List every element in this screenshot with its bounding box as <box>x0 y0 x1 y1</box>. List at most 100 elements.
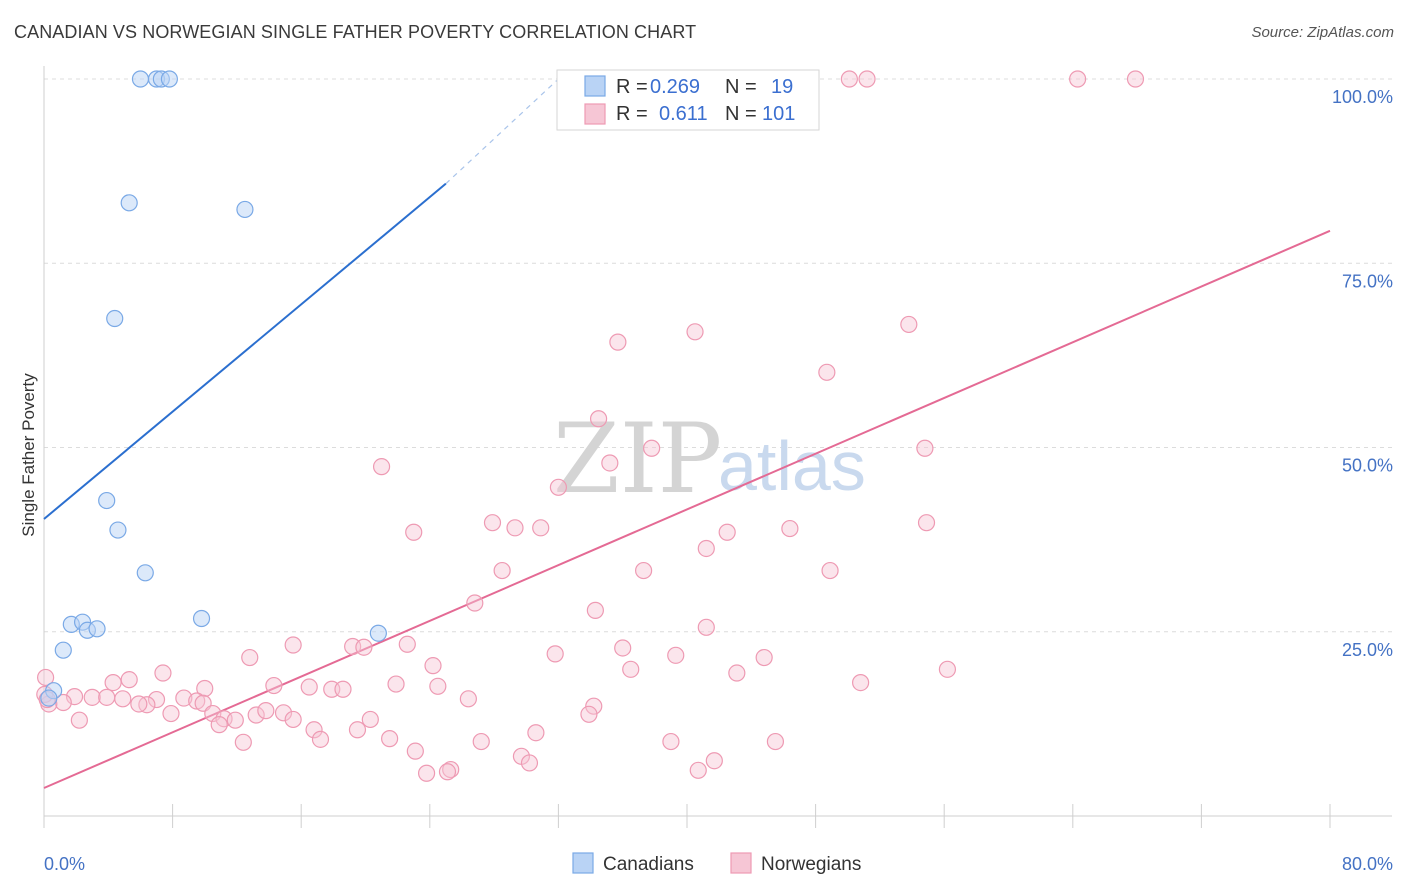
point-norwegians <box>381 730 399 748</box>
point-norwegians <box>916 439 934 457</box>
point-norwegians <box>493 561 511 580</box>
axes <box>43 66 1392 828</box>
point-norwegians <box>689 761 707 779</box>
legend-bottom-label-canadians: Canadians <box>603 854 694 875</box>
legend-bottom: Canadians Norwegians <box>572 852 861 875</box>
point-norwegians <box>311 730 330 748</box>
point-norwegians <box>147 690 166 709</box>
point-norwegians <box>662 732 680 751</box>
point-norwegians <box>406 742 424 760</box>
y-tick-label: 75.0% <box>1342 271 1393 291</box>
tick-labels: 25.0% 50.0% 75.0% 100.0% 0.0% 80.0% <box>44 87 1393 874</box>
legend-top: R = 0.269 N = 19 R = 0.611 N = 101 <box>556 69 820 131</box>
point-norwegians <box>667 646 685 664</box>
point-norwegians <box>226 711 244 729</box>
point-norwegians <box>247 706 265 724</box>
point-norwegians <box>265 676 283 695</box>
legend-bottom-label-norwegians: Norwegians <box>761 854 861 875</box>
point-norwegians <box>697 618 715 636</box>
legend-n-value-norwegians: 101 <box>762 103 795 125</box>
point-norwegians <box>424 657 442 675</box>
trend-line-norwegians <box>43 229 1331 789</box>
point-norwegians <box>527 724 545 742</box>
point-norwegians <box>37 668 55 687</box>
point-norwegians <box>858 70 876 88</box>
legend-bottom-swatch-canadians <box>572 852 594 874</box>
point-norwegians <box>818 363 836 381</box>
data-points <box>36 70 1145 782</box>
point-norwegians <box>852 674 870 692</box>
point-norwegians <box>634 561 653 580</box>
point-norwegians <box>83 688 101 706</box>
point-norwegians <box>387 675 405 693</box>
point-canadians <box>192 609 211 628</box>
point-norwegians <box>417 764 436 782</box>
legend-r-label-norwegians: R = <box>616 103 648 125</box>
point-norwegians <box>114 690 132 708</box>
point-norwegians <box>284 636 302 654</box>
point-norwegians <box>372 458 391 476</box>
legend-swatch-canadians <box>584 75 606 97</box>
point-norwegians <box>483 514 502 532</box>
legend-n-label-norwegians: N = <box>725 103 757 125</box>
point-norwegians <box>609 333 627 351</box>
trend-lines <box>43 78 1331 789</box>
point-canadians <box>120 194 138 212</box>
watermark-zip: ZIP <box>553 403 722 515</box>
point-norwegians <box>398 635 416 653</box>
point-norwegians <box>300 678 318 696</box>
legend-r-value-norwegians: 0.611 <box>659 103 708 125</box>
point-norwegians <box>586 601 604 619</box>
legend-r-label-canadians: R = <box>616 76 648 98</box>
point-norwegians <box>840 70 858 88</box>
chart-source: Source: ZipAtlas.com <box>1251 24 1394 41</box>
point-norwegians <box>405 523 423 541</box>
point-canadians <box>160 70 178 88</box>
point-norwegians <box>438 763 457 781</box>
point-norwegians <box>196 679 214 698</box>
point-norwegians <box>589 410 608 428</box>
point-norwegians <box>900 315 918 334</box>
point-norwegians <box>355 638 373 656</box>
point-norwegians <box>697 539 715 558</box>
point-norwegians <box>257 702 275 720</box>
point-norwegians <box>234 733 252 751</box>
point-canadians <box>98 491 116 510</box>
point-norwegians <box>549 478 568 496</box>
watermark-atlas: atlas <box>718 427 866 505</box>
x-tick-label: 0.0% <box>44 854 85 874</box>
point-norwegians <box>188 692 206 710</box>
legend-n-label-canadians: N = <box>725 76 757 98</box>
point-norwegians <box>429 677 447 695</box>
point-norwegians <box>154 664 172 682</box>
gridlines <box>44 78 1392 633</box>
point-norwegians <box>585 697 603 715</box>
point-norwegians <box>520 754 539 772</box>
point-canadians <box>131 70 150 88</box>
trend-line-canadians-extension <box>445 78 559 185</box>
point-norwegians <box>705 752 723 770</box>
point-norwegians <box>175 689 193 707</box>
point-canadians <box>109 521 127 539</box>
point-norwegians <box>130 695 148 713</box>
point-norwegians <box>718 523 736 541</box>
point-norwegians <box>580 705 598 723</box>
point-norwegians <box>821 561 839 580</box>
point-norwegians <box>210 716 228 734</box>
point-norwegians <box>305 721 323 739</box>
point-canadians <box>106 309 124 328</box>
point-norwegians <box>162 704 180 723</box>
y-axis-title: Single Father Poverty <box>19 373 38 537</box>
point-canadians <box>40 689 58 707</box>
point-norwegians <box>1069 70 1087 88</box>
point-norwegians <box>104 674 122 692</box>
point-canadians <box>54 641 72 659</box>
point-norwegians <box>361 710 379 729</box>
point-norwegians <box>472 732 490 751</box>
chart-title: CANADIAN VS NORWEGIAN SINGLE FATHER POVE… <box>14 22 697 42</box>
point-canadians <box>369 624 387 642</box>
legend-n-value-canadians: 19 <box>771 76 793 98</box>
point-norwegians <box>274 704 293 722</box>
y-tick-label: 25.0% <box>1342 640 1393 660</box>
